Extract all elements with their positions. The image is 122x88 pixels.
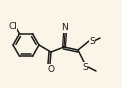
Text: N: N <box>62 23 68 32</box>
Text: O: O <box>47 65 55 73</box>
Text: S: S <box>89 37 95 45</box>
Text: Cl: Cl <box>8 22 17 31</box>
Text: S: S <box>82 62 88 71</box>
